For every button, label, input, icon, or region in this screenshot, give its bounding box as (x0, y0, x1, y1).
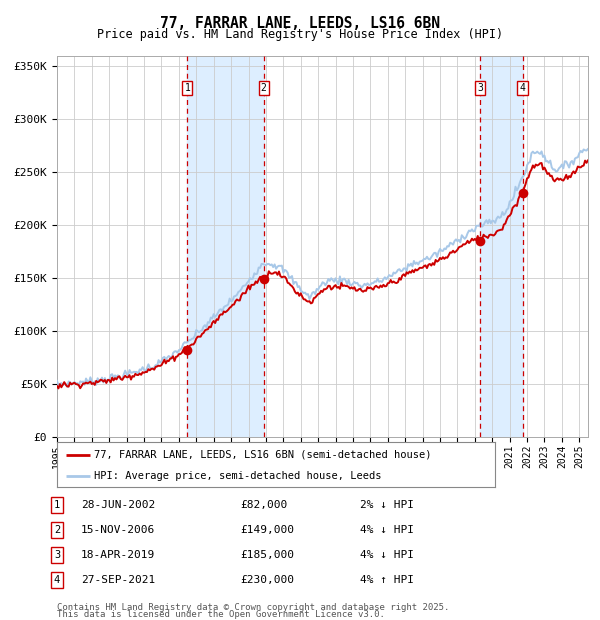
Text: 3: 3 (54, 550, 60, 560)
Text: 2: 2 (261, 83, 266, 93)
Text: 4% ↓ HPI: 4% ↓ HPI (360, 525, 414, 535)
Text: Contains HM Land Registry data © Crown copyright and database right 2025.: Contains HM Land Registry data © Crown c… (57, 603, 449, 612)
Text: 4% ↓ HPI: 4% ↓ HPI (360, 550, 414, 560)
Text: 15-NOV-2006: 15-NOV-2006 (81, 525, 155, 535)
Text: £185,000: £185,000 (240, 550, 294, 560)
Text: 77, FARRAR LANE, LEEDS, LS16 6BN (semi-detached house): 77, FARRAR LANE, LEEDS, LS16 6BN (semi-d… (94, 450, 432, 459)
Text: £149,000: £149,000 (240, 525, 294, 535)
Text: 3: 3 (477, 83, 483, 93)
Text: 4: 4 (520, 83, 526, 93)
Text: 2: 2 (54, 525, 60, 535)
Text: Price paid vs. HM Land Registry's House Price Index (HPI): Price paid vs. HM Land Registry's House … (97, 28, 503, 41)
Bar (480, 56, 523, 437)
Text: 2% ↓ HPI: 2% ↓ HPI (360, 500, 414, 510)
Text: This data is licensed under the Open Government Licence v3.0.: This data is licensed under the Open Gov… (57, 609, 385, 619)
Bar (187, 56, 263, 437)
Text: £82,000: £82,000 (240, 500, 287, 510)
Text: £230,000: £230,000 (240, 575, 294, 585)
Text: 27-SEP-2021: 27-SEP-2021 (81, 575, 155, 585)
Text: HPI: Average price, semi-detached house, Leeds: HPI: Average price, semi-detached house,… (94, 471, 382, 480)
Text: 1: 1 (184, 83, 190, 93)
Text: 28-JUN-2002: 28-JUN-2002 (81, 500, 155, 510)
Text: 1: 1 (54, 500, 60, 510)
Text: 4% ↑ HPI: 4% ↑ HPI (360, 575, 414, 585)
Text: 18-APR-2019: 18-APR-2019 (81, 550, 155, 560)
Text: 4: 4 (54, 575, 60, 585)
Text: 77, FARRAR LANE, LEEDS, LS16 6BN: 77, FARRAR LANE, LEEDS, LS16 6BN (160, 16, 440, 30)
